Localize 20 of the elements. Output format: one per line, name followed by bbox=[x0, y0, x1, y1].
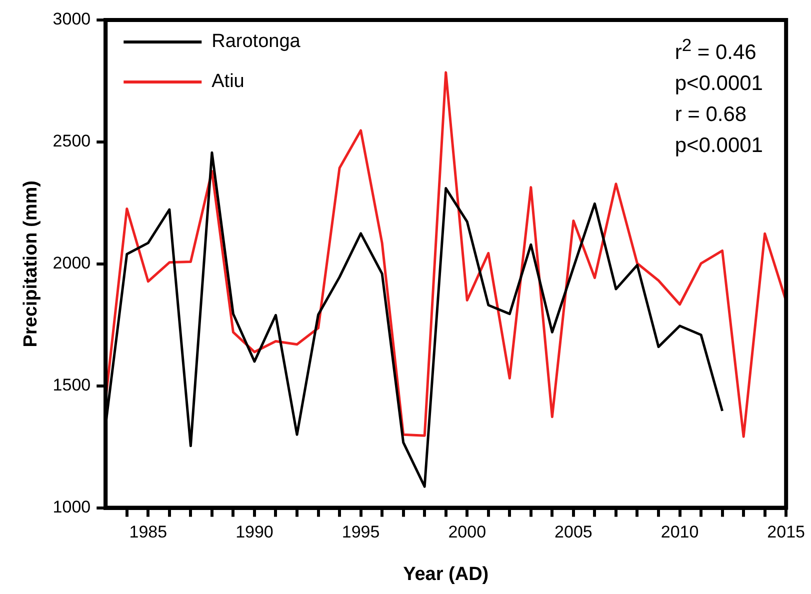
x-tick-label: 2015 bbox=[767, 522, 806, 542]
x-axis-title: Year (AD) bbox=[403, 564, 489, 585]
annotation: r = 0.68 bbox=[674, 102, 748, 128]
legend-label: Atiu bbox=[212, 71, 244, 92]
x-tick-label: 1985 bbox=[129, 522, 168, 542]
y-tick-label: 3000 bbox=[52, 10, 91, 29]
y-tick-label: 1000 bbox=[52, 497, 91, 516]
y-tick-label: 2000 bbox=[52, 254, 91, 273]
x-tick-label: 2000 bbox=[448, 522, 486, 542]
legend-label: Rarotonga bbox=[212, 31, 301, 52]
y-axis-title: Precipitation (mm) bbox=[20, 180, 42, 348]
annotation: r$^{2}$ = 0.46 bbox=[674, 34, 758, 66]
x-tick-label: 1995 bbox=[342, 522, 380, 542]
x-tick-label: 1990 bbox=[236, 522, 274, 542]
y-tick-label: 2500 bbox=[52, 132, 91, 151]
x-tick-label: 2010 bbox=[660, 522, 699, 542]
x-tick-label: 2005 bbox=[554, 522, 592, 542]
annotation: p<0.0001 bbox=[674, 133, 763, 159]
y-tick-label: 1500 bbox=[52, 376, 91, 395]
annotation: p<0.0001 bbox=[674, 71, 763, 97]
